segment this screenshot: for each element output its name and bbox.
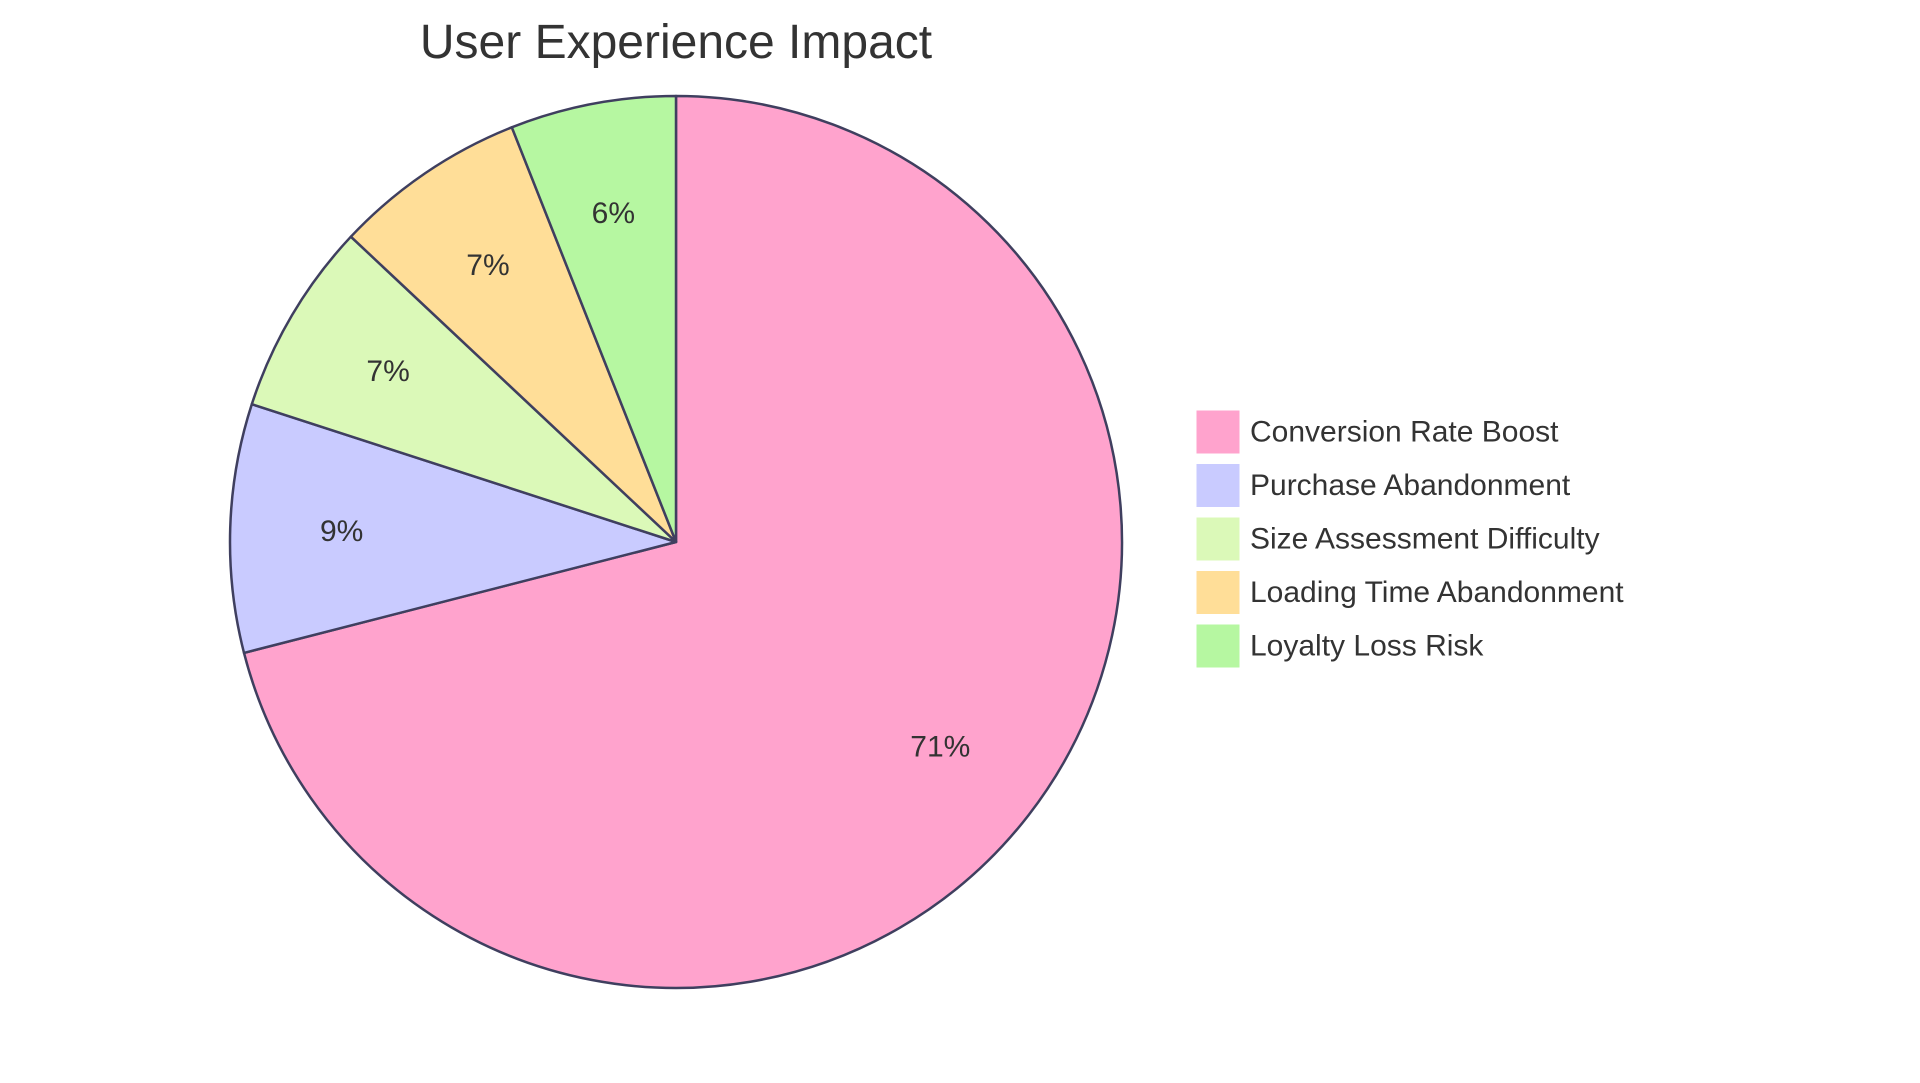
- legend-label-loyalty-loss-risk: Loyalty Loss Risk: [1250, 630, 1484, 663]
- slice-label-purchase-abandonment: 9%: [320, 515, 363, 548]
- legend-label-conversion-rate-boost: Conversion Rate Boost: [1250, 416, 1559, 449]
- pie-slice-loyalty-loss-risk: [510, 94, 678, 544]
- pie-slice-size-assessment-difficulty: [250, 235, 678, 544]
- legend-swatch-purchase-abandonment: [1195, 463, 1241, 508]
- chart-title: User Experience Impact: [420, 16, 932, 69]
- legend-swatch-conversion-rate-boost: [1195, 409, 1241, 455]
- slice-label-size-assessment-difficulty: 7%: [366, 355, 409, 388]
- legend-swatch-size-assessment-difficulty: [1195, 516, 1241, 562]
- pie-slice-loading-time-abandonment: [349, 126, 678, 544]
- legend-label-purchase-abandonment: Purchase Abandonment: [1250, 469, 1571, 502]
- legend-label-loading-time-abandonment: Loading Time Abandonment: [1250, 576, 1624, 609]
- pie-slices: [228, 94, 1124, 990]
- legend-swatch-loyalty-loss-risk: [1195, 623, 1241, 669]
- pie-slice-purchase-abandonment: [228, 402, 678, 655]
- legend-label-size-assessment-difficulty: Size Assessment Difficulty: [1250, 523, 1600, 556]
- legend: Conversion Rate Boost Purchase Abandonmen…: [1195, 409, 1624, 669]
- pie-slice-conversion-rate-boost: [242, 94, 1124, 990]
- legend-swatch-loading-time-abandonment: [1195, 570, 1241, 615]
- slice-label-loyalty-loss-risk: 6%: [592, 197, 635, 230]
- pie-slice-labels: 71% 9% 7% 7% 6%: [320, 197, 970, 764]
- slice-label-loading-time-abandonment: 7%: [466, 249, 509, 282]
- slice-label-conversion-rate-boost: 71%: [910, 731, 970, 764]
